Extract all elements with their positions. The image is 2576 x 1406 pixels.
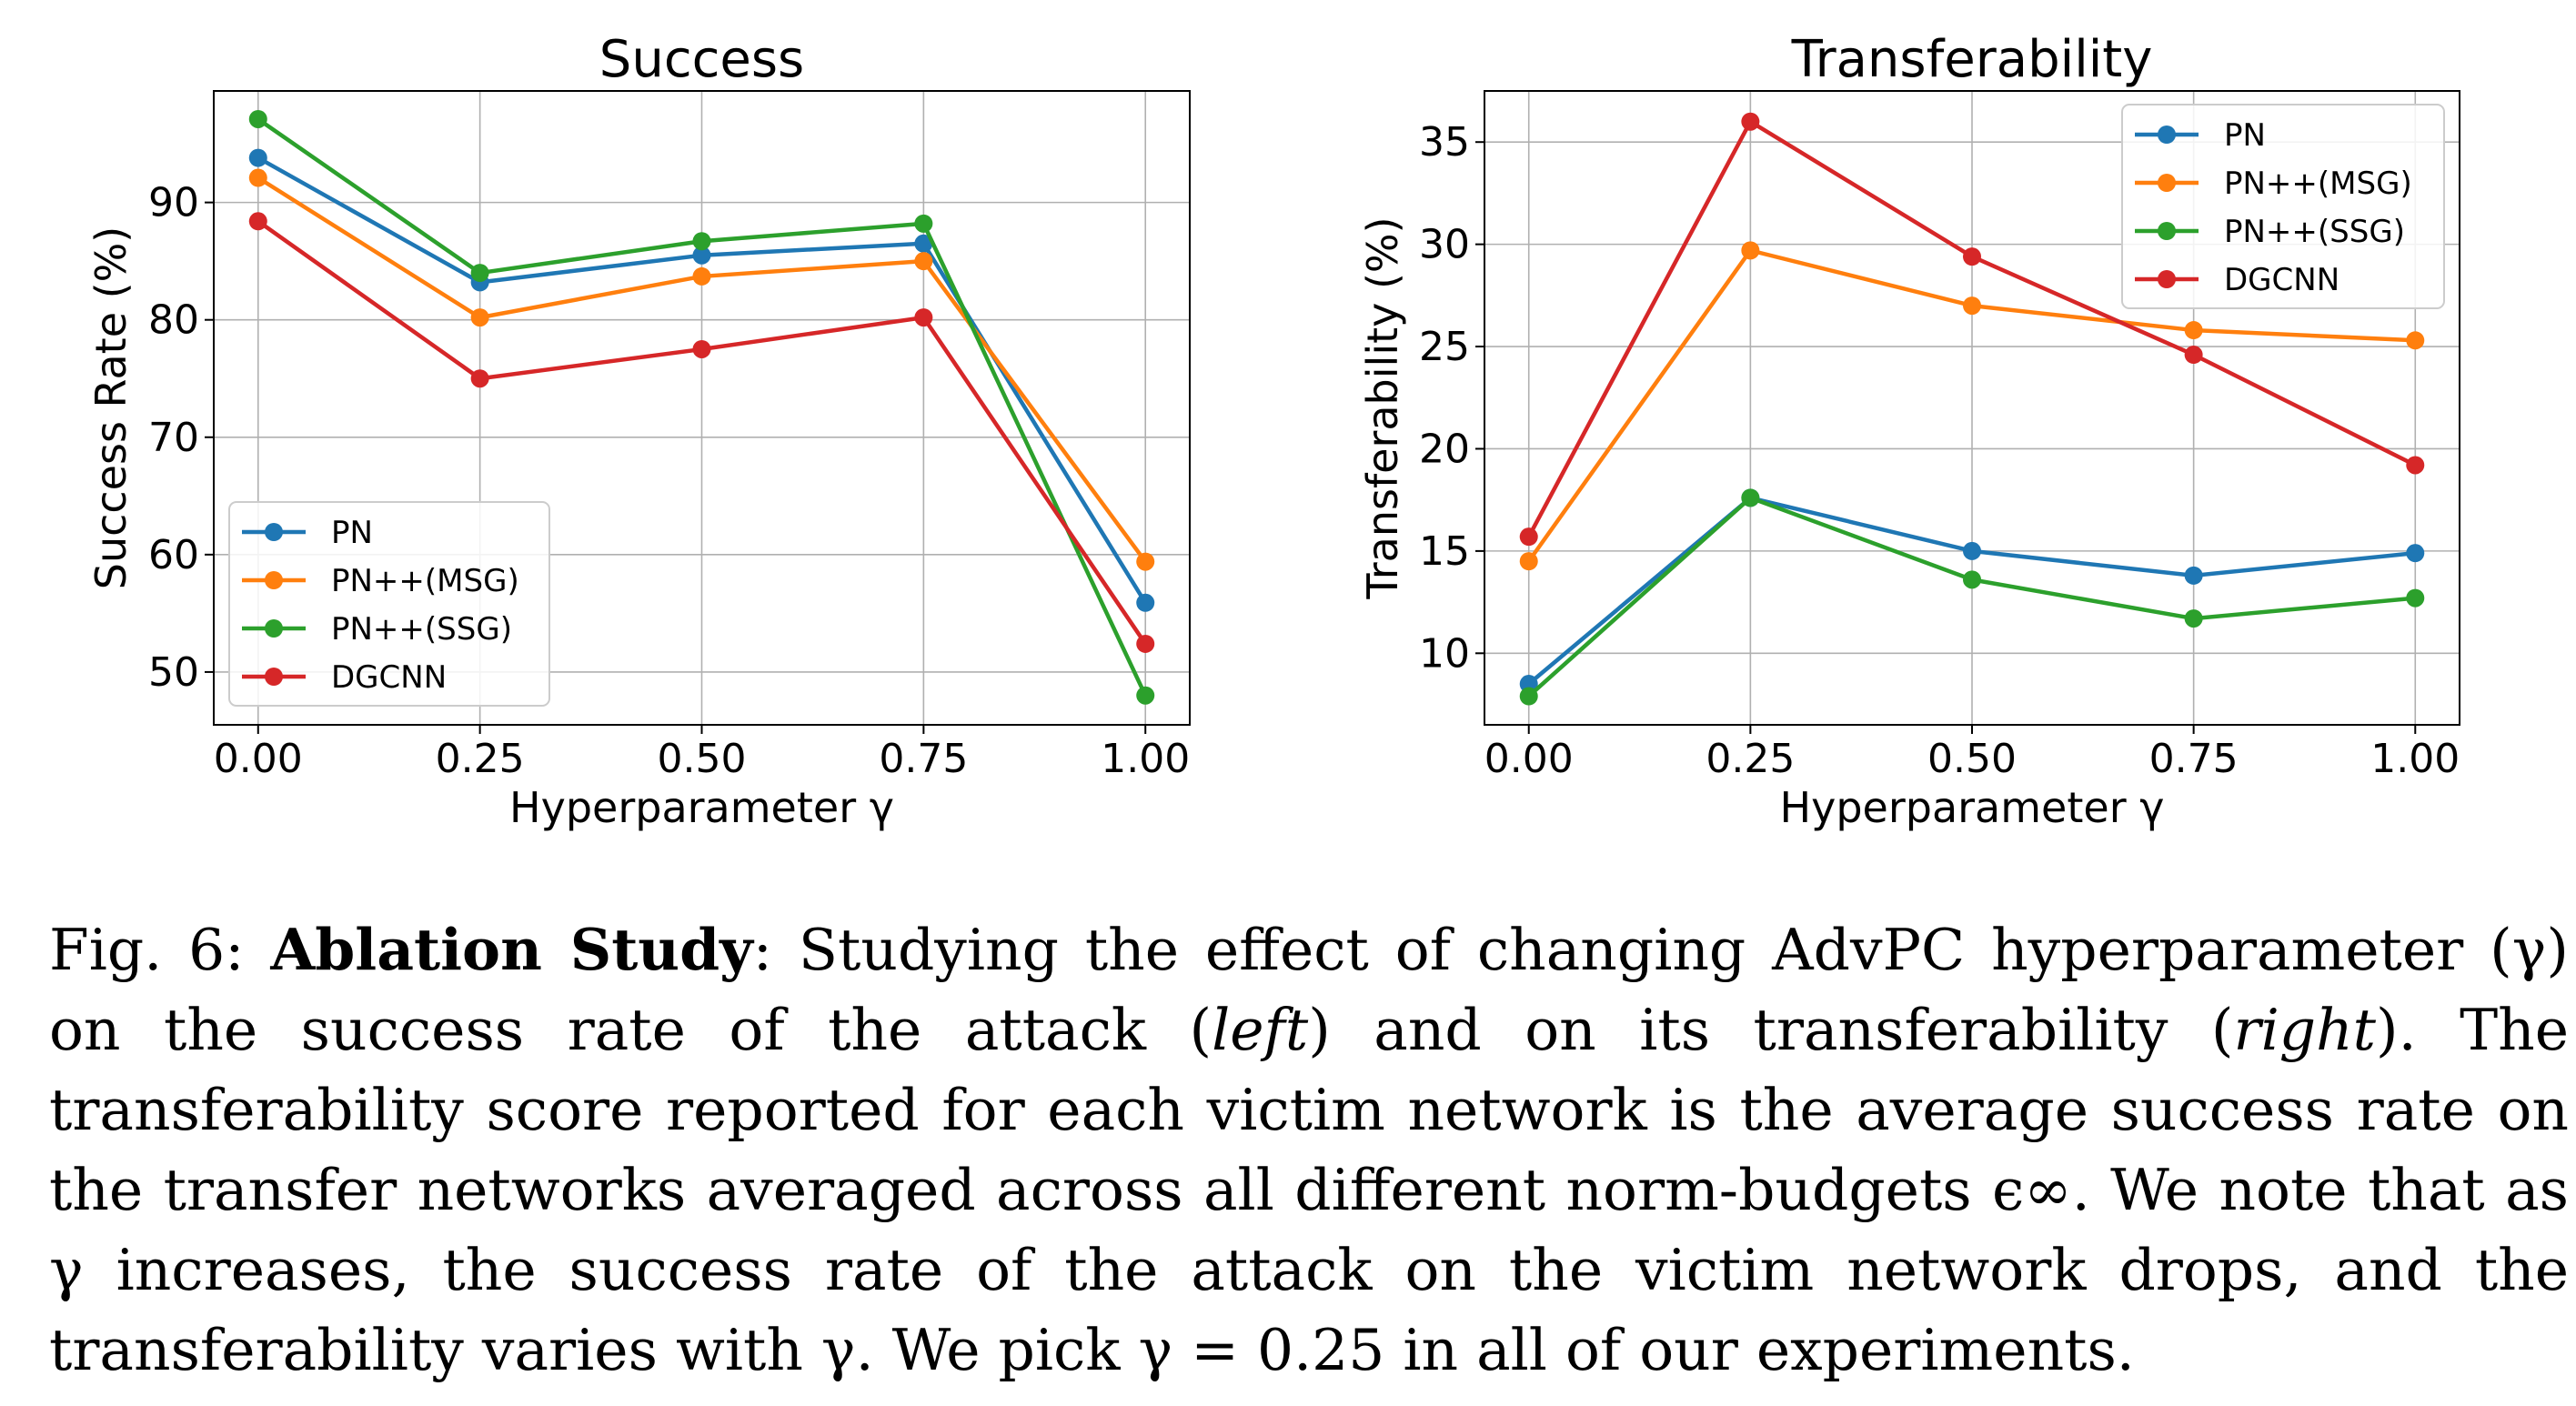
transferability-series-1-point-4: [2406, 331, 2425, 350]
success-series-2-point-3: [914, 214, 933, 233]
success-legend-label-2: PN++(SSG): [331, 611, 512, 648]
transferability-legend-label-2: PN++(SSG): [2224, 214, 2405, 250]
success-legend-label-0: PN: [331, 515, 373, 551]
success-series-2-point-2: [692, 232, 711, 251]
success-x-tick-label-1: 0.25: [436, 736, 525, 782]
transferability-x-tick-label-0: 0.00: [1484, 736, 1574, 782]
transferability-series-3-point-1: [1741, 112, 1760, 131]
transferability-y-tick-label-2: 20: [1419, 426, 1470, 472]
success-series-3-point-1: [470, 369, 489, 388]
transferability-y-tick-label-4: 30: [1419, 222, 1470, 268]
transferability-legend-label-0: PN: [2224, 117, 2266, 154]
transferability-y-axis-label: Transferability (%): [1358, 216, 1407, 599]
transferability-series-1-point-1: [1741, 241, 1760, 260]
success-legend-box: [228, 501, 550, 707]
success-series-1-point-2: [692, 266, 711, 286]
transferability-x-tick-label-2: 0.50: [1927, 736, 2017, 782]
transferability-series-0-point-2: [1963, 541, 1981, 560]
success-series-2-point-4: [1136, 686, 1155, 705]
transferability-series-1-point-2: [1963, 296, 1981, 316]
transferability-series-2-point-1: [1741, 488, 1760, 507]
success-series-0-point-0: [248, 148, 267, 167]
transferability-series-3-point-0: [1519, 527, 1538, 547]
success-series-3-point-2: [692, 339, 711, 358]
transferability-x-tick-label-4: 1.00: [2370, 736, 2460, 782]
transferability-legend-label-3: DGCNN: [2224, 262, 2340, 298]
caption-fig-label: Fig. 6:: [49, 917, 245, 983]
success-series-1-point-3: [914, 252, 933, 271]
transferability-legend-marker-2: [2158, 222, 2176, 240]
transferability-chart-title: Transferability: [1791, 30, 2153, 89]
transferability-series-3-point-2: [1963, 247, 1981, 266]
success-x-axis-label: Hyperparameter γ: [509, 783, 894, 832]
transferability-legend-box: [2121, 104, 2445, 309]
transferability-y-tick-label-5: 35: [1419, 119, 1470, 166]
success-x-tick-label-4: 1.00: [1101, 736, 1190, 782]
transferability-y-tick-label-1: 15: [1419, 528, 1470, 575]
figure-charts: 0.00 0.25 0.50 0.75 1.00 50 60 70 80 90 Success Hyp…: [86, 30, 2460, 832]
success-legend-label-1: PN++(MSG): [331, 563, 519, 599]
success-chart-title: Success: [599, 30, 804, 89]
success-chart: 0.00 0.25 0.50 0.75 1.00 50 60 70 80 90 Success Hyp…: [86, 30, 1191, 832]
success-y-tick-label-1: 60: [148, 532, 199, 578]
transferability-legend-marker-3: [2158, 270, 2176, 288]
success-legend-marker-1: [265, 571, 283, 589]
transferability-series-2-point-0: [1519, 687, 1538, 706]
transferability-legend-marker-1: [2158, 174, 2176, 192]
success-series-0-point-3: [914, 234, 933, 253]
caption-bold-title: Ablation Study: [270, 916, 753, 983]
transferability-series-1-point-3: [2184, 321, 2203, 340]
success-legend-marker-3: [265, 668, 283, 686]
transferability-x-axis-label: Hyperparameter γ: [1780, 783, 2165, 832]
caption-part2: ) and on its transferability (: [1308, 997, 2234, 1063]
transferability-x-tick-label-3: 0.75: [2149, 736, 2239, 782]
success-series-1-point-4: [1136, 552, 1155, 571]
success-series-3-point-0: [248, 212, 267, 231]
success-series-0-point-2: [692, 246, 711, 265]
success-series-1-point-1: [470, 308, 489, 327]
success-legend-label-3: DGCNN: [331, 659, 447, 696]
transferability-x-tick-label-1: 0.25: [1706, 736, 1795, 782]
success-y-axis-label: Success Rate (%): [86, 226, 136, 590]
transferability-y-tick-label-0: 10: [1419, 630, 1470, 677]
success-series-2-point-1: [470, 264, 489, 283]
caption-part3: ). The transferability score reported fo…: [49, 997, 2570, 1383]
transferability-series-1-point-0: [1519, 552, 1538, 571]
transferability-legend-marker-0: [2158, 126, 2176, 144]
transferability-y-tick-label-3: 25: [1419, 324, 1470, 370]
transferability-series-0-point-4: [2406, 544, 2425, 563]
success-x-tick-label-0: 0.00: [214, 736, 303, 782]
figure-caption: Fig. 6: Ablation Study: Studying the eff…: [49, 909, 2569, 1391]
transferability-chart: 0.00 0.25 0.50 0.75 1.00 10 15 20 25 30 35 Transfer…: [1358, 30, 2460, 832]
caption-left-word: left: [1212, 997, 1309, 1063]
success-series-0-point-4: [1136, 593, 1155, 612]
success-series-3-point-4: [1136, 634, 1155, 653]
transferability-series-2-point-4: [2406, 588, 2425, 608]
transferability-series-2-point-3: [2184, 609, 2203, 628]
success-legend-marker-0: [265, 523, 283, 541]
success-y-tick-label-4: 90: [148, 180, 199, 226]
success-y-tick-label-0: 50: [148, 649, 199, 696]
success-y-tick-label-3: 80: [148, 297, 199, 344]
success-legend-marker-2: [265, 619, 283, 638]
success-series-3-point-3: [914, 308, 933, 327]
transferability-series-0-point-3: [2184, 566, 2203, 585]
transferability-series-3-point-4: [2406, 456, 2425, 475]
success-x-tick-label-3: 0.75: [879, 736, 968, 782]
success-series-1-point-0: [248, 168, 267, 187]
transferability-legend-label-1: PN++(MSG): [2224, 166, 2412, 202]
transferability-series-3-point-3: [2184, 346, 2203, 365]
transferability-series-2-point-2: [1963, 570, 1981, 589]
caption-part1: : Studying the effect of changing AdvPC …: [49, 917, 2569, 1063]
success-series-2-point-0: [248, 109, 267, 128]
success-x-tick-label-2: 0.50: [658, 736, 747, 782]
caption-right-word: right: [2233, 997, 2377, 1063]
success-y-tick-label-2: 70: [148, 415, 199, 461]
